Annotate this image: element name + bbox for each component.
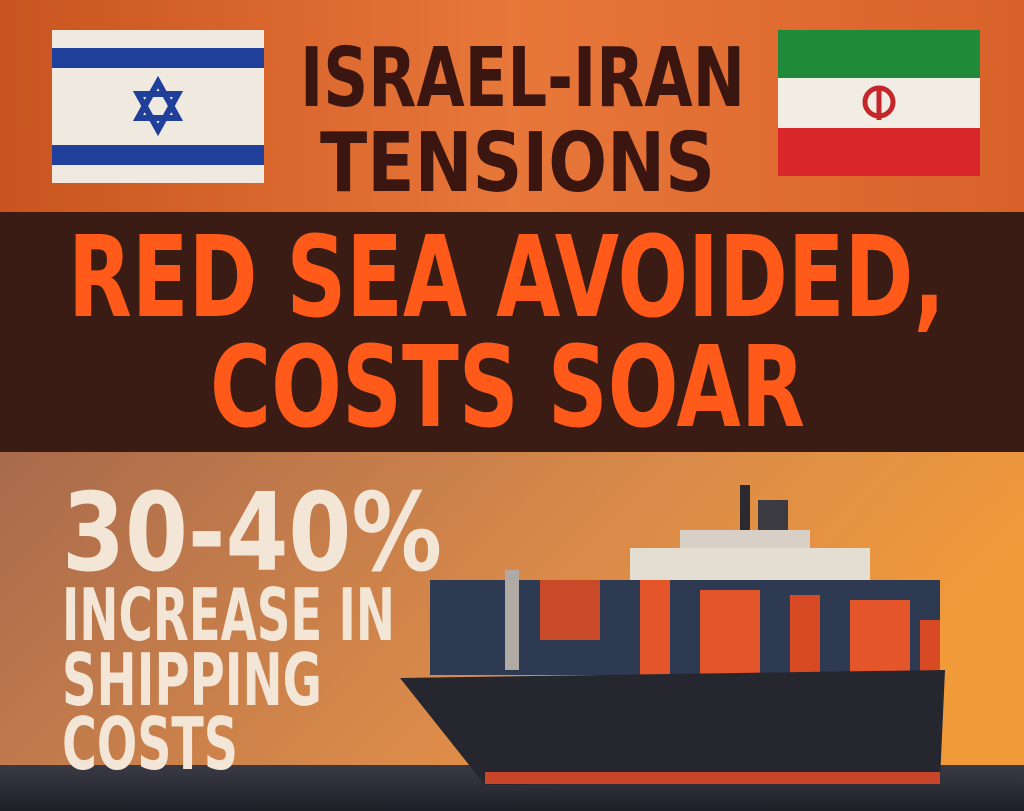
headline-line: RED SEA AVOIDED, [68,213,945,343]
title-line: TENSIONS [320,116,715,211]
stat-text: COSTS [62,702,238,786]
stat-text: INCREASE IN [62,573,395,657]
stat-figure: 30-40% [62,471,442,596]
ship [400,485,945,785]
israel-flag [52,30,264,183]
iran-flag [778,30,980,176]
stat-text: SHIPPING [62,638,322,722]
headline-line: COSTS SOAR [210,323,805,453]
title-line: ISRAEL-IRAN [300,31,745,126]
headline-band [0,212,1024,452]
